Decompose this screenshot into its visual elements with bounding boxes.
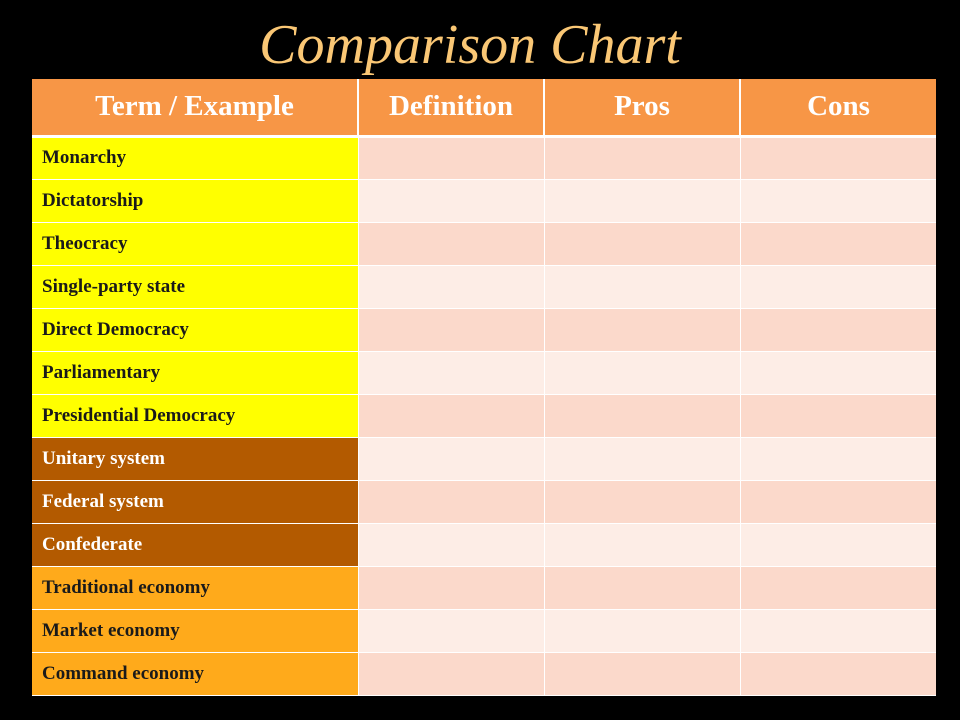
term-cell: Presidential Democracy [32, 394, 359, 438]
table-row: Dictatorship [32, 179, 936, 223]
comparison-table: Term / Example Definition Pros Cons Mona… [32, 79, 936, 696]
pros-cell [544, 394, 741, 438]
definition-cell [358, 222, 545, 266]
definition-cell [358, 265, 545, 309]
term-cell: Market economy [32, 609, 359, 653]
slide-title: Comparison Chart [259, 14, 681, 76]
cons-cell [740, 394, 936, 438]
cons-cell [740, 222, 936, 266]
definition-cell [358, 136, 545, 180]
definition-cell [358, 480, 545, 524]
pros-cell [544, 652, 741, 696]
definition-cell [358, 523, 545, 567]
pros-cell [544, 308, 741, 352]
definition-cell [358, 351, 545, 395]
cons-cell [740, 136, 936, 180]
table-row: Single-party state [32, 265, 936, 309]
table-row: Command economy [32, 652, 936, 696]
cons-cell [740, 179, 936, 223]
term-cell: Monarchy [32, 136, 359, 180]
pros-cell [544, 136, 741, 180]
cons-cell [740, 566, 936, 610]
term-cell: Direct Democracy [32, 308, 359, 352]
table-row: Confederate [32, 523, 936, 567]
pros-cell [544, 265, 741, 309]
cons-cell [740, 265, 936, 309]
term-cell: Theocracy [32, 222, 359, 266]
table-row: Federal system [32, 480, 936, 524]
definition-cell [358, 652, 545, 696]
table-body: Monarchy Dictatorship Theocracy Single-part… [32, 136, 936, 696]
term-cell: Traditional economy [32, 566, 359, 610]
term-cell: Unitary system [32, 437, 359, 481]
definition-cell [358, 437, 545, 481]
header-pros: Pros [544, 79, 741, 138]
cons-cell [740, 523, 936, 567]
pros-cell [544, 351, 741, 395]
pros-cell [544, 523, 741, 567]
table-row: Unitary system [32, 437, 936, 481]
table-row: Theocracy [32, 222, 936, 266]
definition-cell [358, 566, 545, 610]
pros-cell [544, 179, 741, 223]
cons-cell [740, 609, 936, 653]
pros-cell [544, 222, 741, 266]
cons-cell [740, 480, 936, 524]
cons-cell [740, 652, 936, 696]
cons-cell [740, 308, 936, 352]
definition-cell [358, 179, 545, 223]
table-row: Monarchy [32, 136, 936, 180]
term-cell: Dictatorship [32, 179, 359, 223]
header-row: Term / Example Definition Pros Cons [32, 79, 936, 138]
header-cons: Cons [740, 79, 936, 138]
table-row: Presidential Democracy [32, 394, 936, 438]
term-cell: Command economy [32, 652, 359, 696]
cons-cell [740, 437, 936, 481]
header-definition: Definition [358, 79, 545, 138]
term-cell: Parliamentary [32, 351, 359, 395]
term-cell: Confederate [32, 523, 359, 567]
table-row: Traditional economy [32, 566, 936, 610]
pros-cell [544, 609, 741, 653]
pros-cell [544, 566, 741, 610]
term-cell: Single-party state [32, 265, 359, 309]
header-term: Term / Example [32, 79, 359, 138]
definition-cell [358, 394, 545, 438]
pros-cell [544, 480, 741, 524]
definition-cell [358, 308, 545, 352]
cons-cell [740, 351, 936, 395]
table-row: Direct Democracy [32, 308, 936, 352]
table-row: Market economy [32, 609, 936, 653]
table-row: Parliamentary [32, 351, 936, 395]
term-cell: Federal system [32, 480, 359, 524]
pros-cell [544, 437, 741, 481]
definition-cell [358, 609, 545, 653]
